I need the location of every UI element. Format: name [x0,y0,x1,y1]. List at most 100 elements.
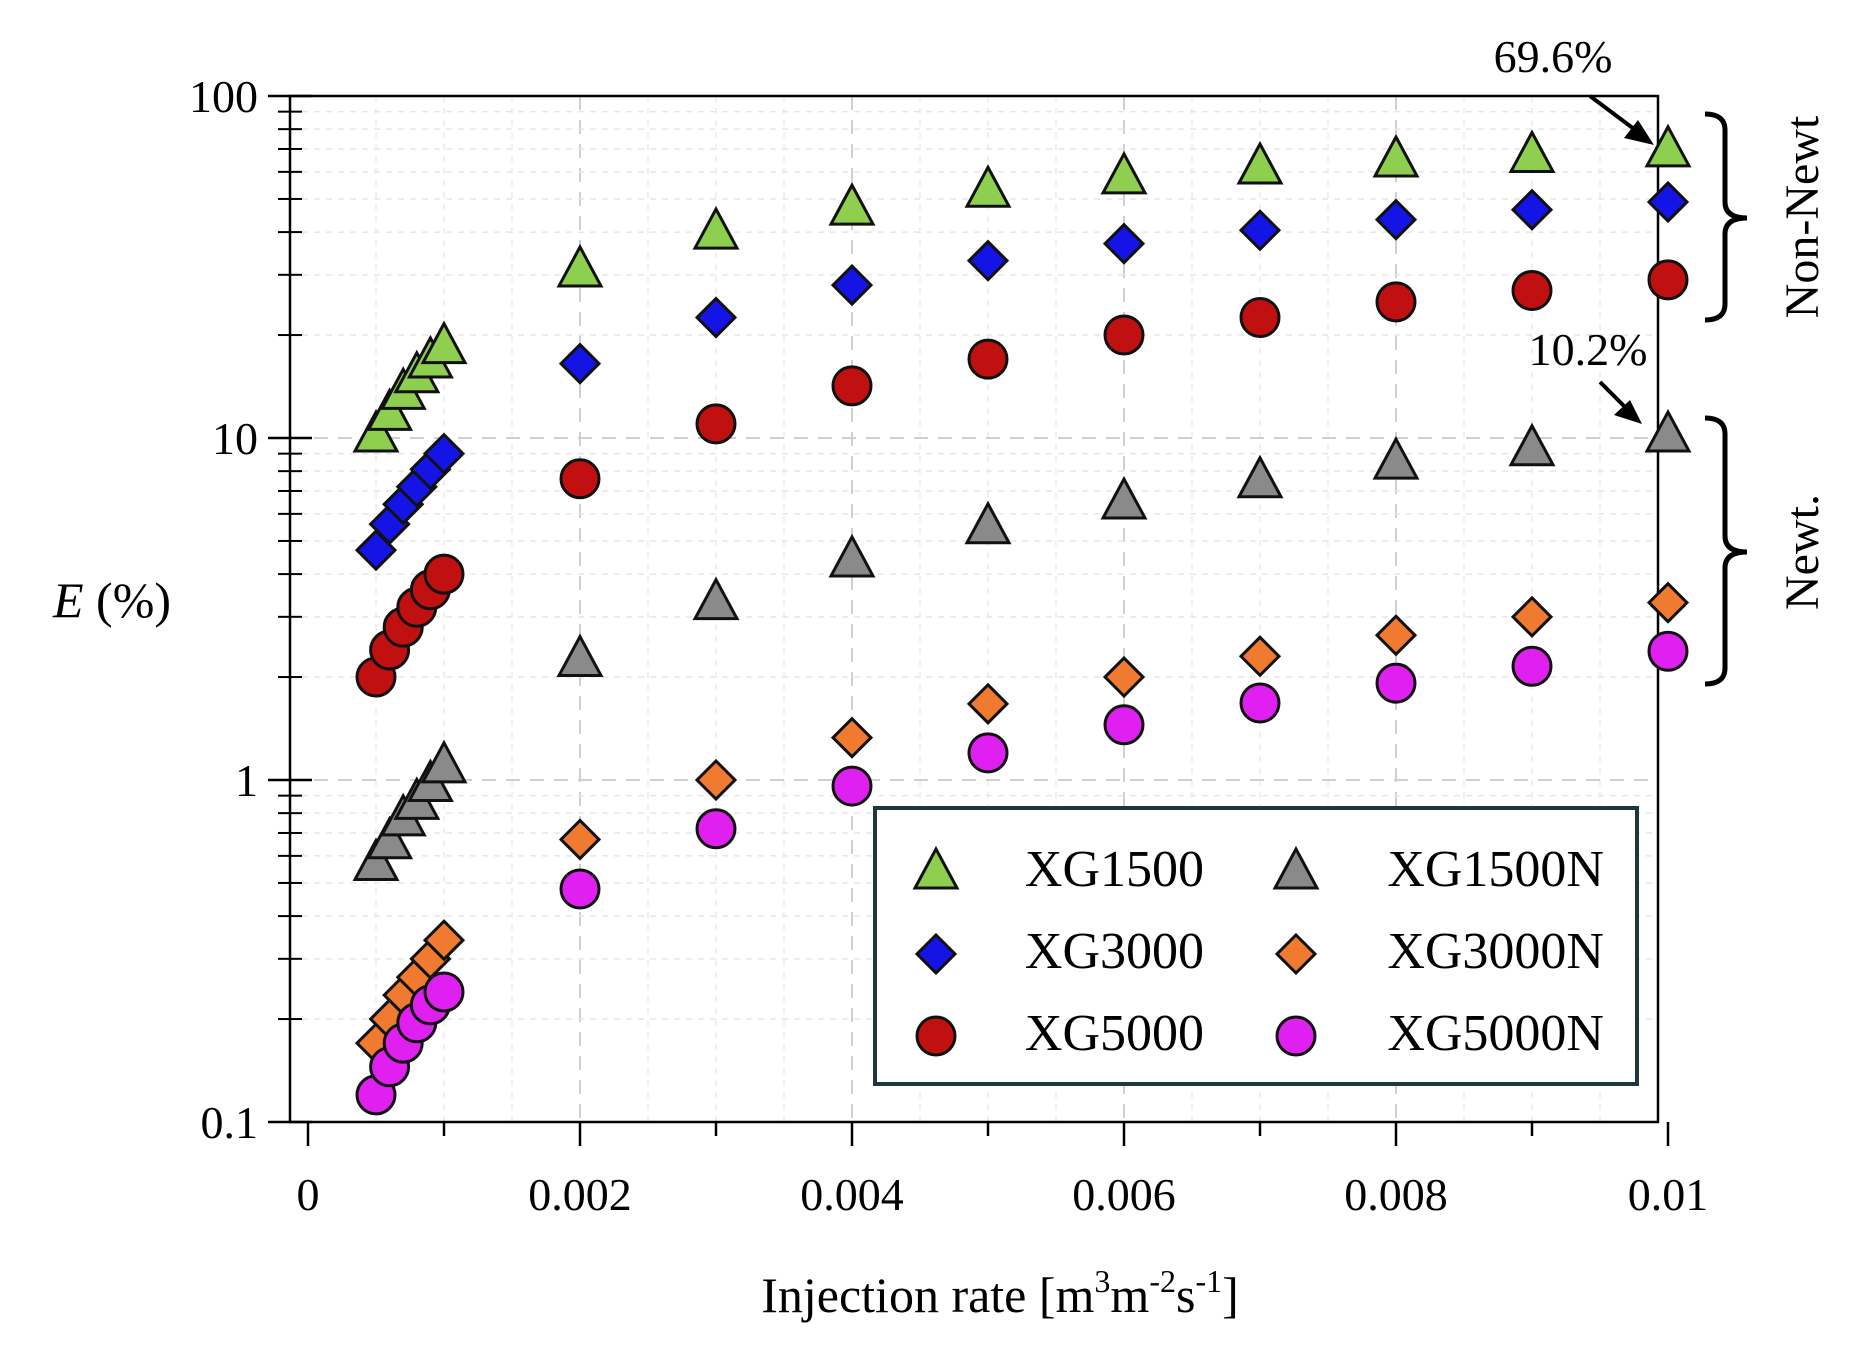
annotations: 69.6% 10.2% [1494,31,1654,424]
data-point [558,818,602,861]
data-point [695,403,737,445]
legend-label: XG1500N [1387,841,1604,898]
y-tick-labels: 0.1 1 10 100 [189,71,258,1148]
data-point [692,576,740,621]
annotation-arrow-69-6 [1588,94,1640,134]
data-point [1236,140,1284,185]
legend-marker [1275,1015,1317,1057]
annotation-arrowhead-10-2 [1614,400,1642,424]
legend-marker [914,932,958,976]
annotation-69-6: 69.6% [1494,31,1613,82]
x-tick-label: 0.008 [1344,1169,1448,1220]
y-tick-label: 0.1 [201,1097,259,1148]
series-xg1500n [352,408,1692,881]
legend-marker [915,1015,957,1057]
legend-label: XG5000 [1025,1005,1204,1062]
data-point [1238,635,1282,678]
annotation-10-2: 10.2% [1529,324,1648,375]
data-point [695,808,737,850]
data-point [422,432,466,475]
data-point [556,633,604,678]
data-point [1644,408,1692,453]
data-point [831,365,873,407]
x-tick-label: 0.01 [1628,1169,1709,1220]
legend-item-xg3000: XG3000 [914,923,1204,980]
legend-label: XG5000N [1387,1005,1604,1062]
legend-box [873,806,1639,1086]
x-tick-labels: 0 0.002 0.004 0.006 0.008 0.01 [297,1169,1709,1220]
data-point [830,263,874,307]
legend-label: XG3000N [1387,923,1604,980]
y-tick-label: 1 [235,755,258,806]
data-point [828,181,876,226]
data-point [1103,704,1145,746]
data-point [1510,595,1554,638]
group-label-non-newt: Non-Newt [1776,115,1829,318]
data-point [964,500,1012,545]
data-point [1100,475,1148,520]
x-tick-label: 0.006 [1072,1169,1176,1220]
data-point [966,682,1010,725]
y-tick-label: 10 [212,413,258,464]
annotation-arrowhead-69-6 [1624,120,1654,145]
data-point [1511,645,1553,687]
data-point [556,243,604,288]
x-tick-label: 0.004 [800,1169,904,1220]
data-point [559,458,601,500]
data-point [352,837,400,881]
group-bracket-non-newt: Non-Newt [1704,111,1829,323]
data-point [1511,269,1553,311]
data-point [352,408,400,453]
data-point [694,296,738,339]
legend-item-xg1500: XG1500 [912,841,1204,898]
y-tick-label: 100 [189,71,258,122]
group-bracket-newt: Newt. [1704,415,1829,687]
data-point [1239,297,1281,339]
data-point [1647,630,1689,672]
data-point [830,716,874,759]
data-point [422,919,466,962]
data-point [831,765,873,807]
annotation-arrow-10-2 [1598,380,1630,412]
data-point [1374,198,1418,241]
data-point [1102,222,1146,265]
data-point [423,553,465,595]
legend-label: XG3000 [1025,923,1204,980]
data-point [559,868,601,910]
data-point [967,732,1009,774]
data-point [423,971,465,1013]
data-point [1646,180,1690,224]
x-tick-label: 0.002 [528,1169,632,1220]
legend-item-xg1500n: XG1500N [1272,841,1604,898]
axis-ticks [268,94,1670,1146]
data-point [558,342,602,385]
legend-marker [912,845,960,890]
data-point [1100,150,1148,195]
data-point [828,533,876,578]
data-point [1375,281,1417,323]
group-label-newt: Newt. [1776,494,1829,610]
legend-item-xg3000n: XG3000N [1274,923,1604,980]
data-point [1510,188,1554,231]
data-point [1508,422,1556,467]
data-point [964,164,1012,208]
data-point [967,338,1009,380]
data-point [1103,314,1145,356]
legend-item-xg5000: XG5000 [915,1005,1204,1062]
data-point [366,815,414,860]
data-point [420,320,468,365]
data-point [1372,435,1420,480]
data-point [1372,133,1420,178]
data-point [1644,123,1692,168]
data-point [366,387,414,431]
data-point [1238,209,1282,252]
data-point [420,739,468,784]
x-tick-label: 0 [297,1169,320,1220]
x-axis-title: Injection rate [m3m-2s-1] [761,1263,1239,1323]
data-points [352,123,1692,1116]
data-point [1374,614,1418,657]
data-point [694,758,738,802]
data-point [1102,655,1146,699]
legend: XG1500 XG3000 XG5000 XG1500N XG3000N XG5000N [873,806,1639,1086]
